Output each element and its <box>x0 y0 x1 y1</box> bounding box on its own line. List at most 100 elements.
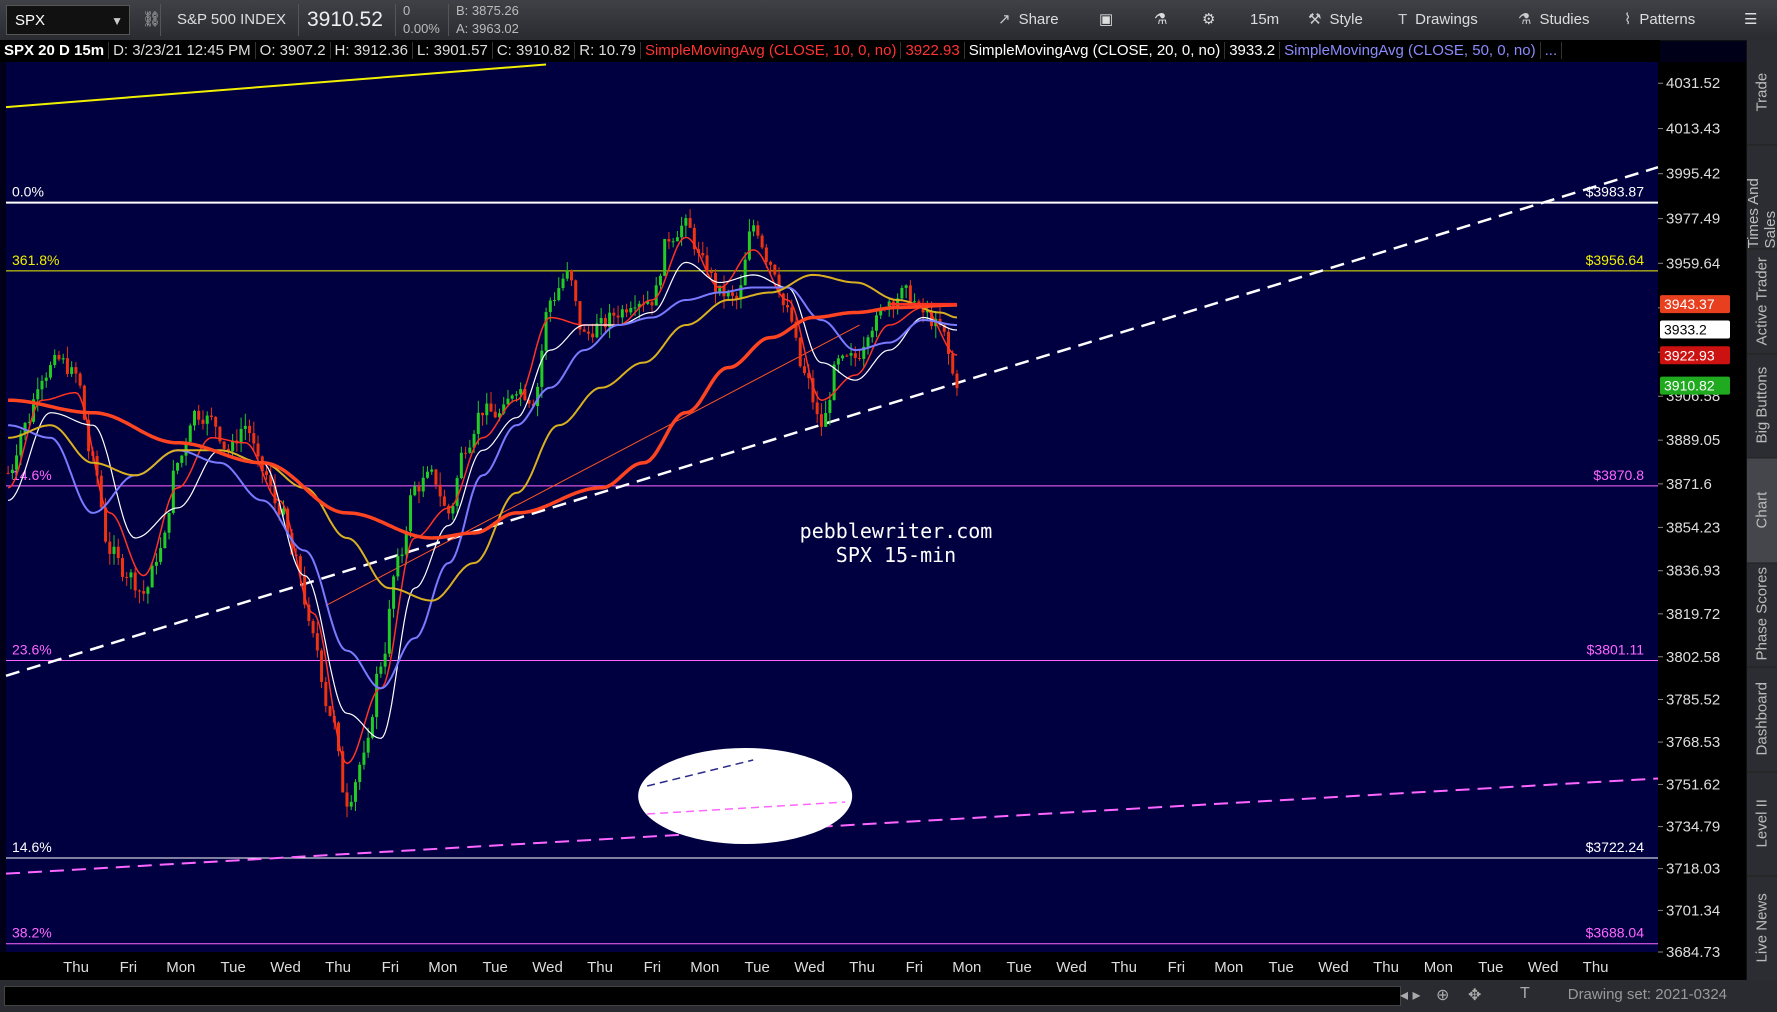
ma-line-sma20[interactable] <box>7 261 958 740</box>
patterns-button[interactable]: ⌇ Patterns <box>1618 5 1701 35</box>
candle-body <box>87 419 91 452</box>
chart-title: SPX 20 D 15m <box>0 42 110 59</box>
pan-icon[interactable]: ✥ <box>1468 987 1482 1004</box>
tab-times-and-sales[interactable]: Times And Sales <box>1745 144 1777 250</box>
candle-body <box>133 572 137 591</box>
candle-body <box>184 441 188 456</box>
candle-body <box>337 722 341 752</box>
sma10-label[interactable]: SimpleMovingAvg (CLOSE, 10, 0, no) <box>640 42 902 59</box>
candle-body <box>23 422 27 434</box>
annotation-ellipse[interactable] <box>638 748 853 845</box>
chart-type-icon[interactable]: ▣ <box>1099 11 1114 28</box>
orange-trendline[interactable] <box>325 324 860 607</box>
zoom-icon[interactable]: ⊕ <box>1436 987 1450 1004</box>
candle-body <box>438 484 442 497</box>
candle-body <box>205 415 209 424</box>
price-axis[interactable] <box>1658 62 1746 952</box>
interval-button[interactable]: 15m <box>1250 11 1280 28</box>
candle-body <box>815 402 819 415</box>
time-axis[interactable] <box>0 952 1746 980</box>
yellow-trendline[interactable] <box>5 63 547 109</box>
candle-body <box>798 337 802 367</box>
candle-body <box>142 591 146 594</box>
legend-high: H: 3912.36 <box>330 42 413 59</box>
candle-body <box>489 403 493 412</box>
candle-body <box>519 389 523 395</box>
candle-body <box>942 324 946 332</box>
candle-body <box>409 495 413 532</box>
candle-body <box>887 301 891 310</box>
gear-icon[interactable]: ⚙ <box>1202 11 1216 28</box>
studies-button[interactable]: ⚗ Studies <box>1512 5 1596 35</box>
tab-chart[interactable]: Chart <box>1747 457 1777 564</box>
patterns-icon: ⌇ <box>1624 11 1632 28</box>
text-tool-icon[interactable]: T <box>1520 985 1530 1002</box>
candle-body <box>879 308 883 316</box>
candle-body <box>599 318 603 324</box>
candle-body <box>27 421 31 423</box>
tab-level-ii[interactable]: Level II <box>1747 771 1777 877</box>
ma-line-sma100[interactable] <box>8 273 958 602</box>
style-icon: ⚒ <box>1308 11 1322 28</box>
sma20-label[interactable]: SimpleMovingAvg (CLOSE, 20, 0, no) <box>964 42 1226 59</box>
drawings-button[interactable]: T Drawings <box>1392 5 1484 35</box>
candle-body <box>70 367 74 374</box>
flask-icon[interactable]: ⚗ <box>1154 11 1168 28</box>
sma50-label[interactable]: SimpleMovingAvg (CLOSE, 50, 0, no) <box>1280 42 1541 59</box>
candle-body <box>908 285 912 302</box>
chevron-down-icon[interactable]: ▼ <box>111 14 123 28</box>
price-badge <box>1660 376 1730 395</box>
tab-big-buttons[interactable]: Big Buttons <box>1747 353 1777 459</box>
legend-low: L: 3901.57 <box>412 42 493 59</box>
candle-body <box>951 353 955 374</box>
candle-body <box>366 737 370 753</box>
candle-body <box>209 415 213 417</box>
candle-body <box>726 292 730 297</box>
candle-body <box>159 548 163 562</box>
x-tick-label: Tue <box>483 959 508 976</box>
candle-body <box>476 412 480 434</box>
x-tick-label: Thu <box>325 959 351 976</box>
candle-body <box>510 395 514 399</box>
tab-dashboard[interactable]: Dashboard <box>1747 666 1777 773</box>
watermark-text: SPX 15-min <box>836 543 956 567</box>
candle-body <box>281 508 285 515</box>
x-tick-label: Mon <box>952 959 981 976</box>
tab-active-trader[interactable]: Active Trader <box>1747 248 1777 355</box>
symbol-input[interactable]: SPX ▼ <box>6 5 130 35</box>
candle-body <box>19 433 23 456</box>
candle-body <box>629 307 633 313</box>
candle-body <box>248 425 252 434</box>
violet-dashed-trendline[interactable] <box>5 777 1659 875</box>
style-button[interactable]: ⚒ Style <box>1302 5 1369 35</box>
candle-body <box>116 546 120 559</box>
candle-body <box>392 576 396 609</box>
white-dashed-trendline[interactable] <box>5 166 1659 677</box>
y-tick-label: 3889.05 <box>1666 432 1720 449</box>
candle-body <box>493 411 497 418</box>
share-button[interactable]: ↗ Share <box>992 5 1065 35</box>
time-scrollbar[interactable] <box>4 986 1401 1006</box>
watermark-text: pebblewriter.com <box>800 519 993 543</box>
tab-trade[interactable]: Trade <box>1747 40 1777 146</box>
candle-body <box>375 673 379 718</box>
tab-live-news[interactable]: Live News <box>1747 875 1777 981</box>
x-tick-label: Thu <box>1583 959 1609 976</box>
candle-body <box>569 270 573 281</box>
ma-line-sma200[interactable] <box>8 303 957 540</box>
tab-phase-scores[interactable]: Phase Scores <box>1747 562 1777 668</box>
ma-line-sma10[interactable] <box>7 236 958 765</box>
fib-pct-label: 23.6% <box>12 641 52 657</box>
candle-body <box>383 653 387 667</box>
menu-icon[interactable]: ☰ <box>1744 11 1758 28</box>
candle-body <box>61 358 65 360</box>
y-tick-label: 3734.79 <box>1666 819 1720 836</box>
y-tick-label: 3718.03 <box>1666 861 1720 878</box>
link-icon[interactable]: ⛓ <box>142 11 162 28</box>
candle-body <box>663 239 667 276</box>
candle-body <box>421 477 425 492</box>
candle-body <box>603 318 607 328</box>
x-tick-label: Wed <box>1056 959 1087 976</box>
price-chart[interactable]: 4031.524013.433995.423977.493959.643941.… <box>0 62 1747 980</box>
scroll-arrows[interactable]: ◂ ▸ <box>1400 987 1421 1004</box>
